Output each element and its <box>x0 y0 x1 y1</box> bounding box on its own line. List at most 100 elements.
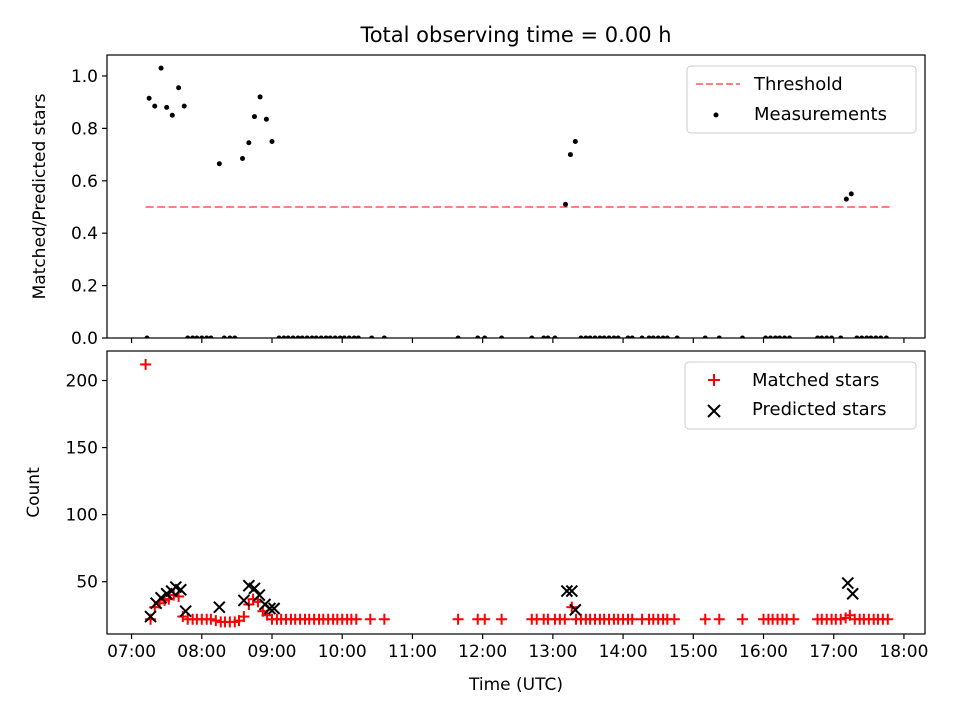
measurement-point <box>323 335 329 338</box>
measurement-point <box>194 335 200 338</box>
measurement-point <box>221 335 227 338</box>
y-tick-label: 50 <box>76 573 98 593</box>
matched-star-marker <box>882 613 894 625</box>
measurement-point <box>592 335 598 338</box>
measurement-point <box>716 335 722 338</box>
measurement-point <box>768 335 774 338</box>
measurement-point <box>578 335 584 338</box>
measurement-point <box>541 335 547 338</box>
x-tick-label: 17:00 <box>809 642 858 662</box>
matched-star-marker <box>350 613 362 625</box>
measurement-point <box>563 201 569 207</box>
ratio-panel: 0.0 0.2 0.4 0.6 0.8 1.0 Matched/Predicted sta… <box>30 54 926 349</box>
measurement-point <box>606 335 612 338</box>
matched-star-marker <box>479 613 491 625</box>
measurement-point <box>702 335 708 338</box>
measurement-point <box>295 335 301 338</box>
ratio-axes-frame <box>106 54 926 339</box>
y-tick-label: 150 <box>66 439 98 459</box>
measurement-point <box>455 335 461 338</box>
ratio-y-axis-label: Matched/Predicted stars <box>30 93 50 299</box>
measurement-point <box>240 156 246 162</box>
measurement-point <box>829 335 835 338</box>
measurement-point <box>629 335 635 338</box>
predicted-star-marker <box>560 584 574 598</box>
matched-star-marker <box>140 358 152 370</box>
measurement-point <box>482 335 488 338</box>
measurement-point <box>739 335 745 338</box>
measurement-point <box>824 335 830 338</box>
measurement-point <box>144 335 150 338</box>
measurement-point <box>304 335 310 338</box>
x-tick-label: 14:00 <box>599 642 648 662</box>
x-tick-label: 07:00 <box>107 642 156 662</box>
measurement-point <box>276 335 282 338</box>
matched-star-marker <box>559 613 571 625</box>
matched-star-marker <box>788 613 800 625</box>
measurement-point <box>216 161 222 167</box>
matched-star-marker <box>496 613 508 625</box>
legend-threshold-label: Threshold <box>753 74 843 95</box>
measurement-point <box>583 335 589 338</box>
x-tick-label: 16:00 <box>739 642 788 662</box>
predicted-star-marker <box>565 584 579 598</box>
predicted-star-marker <box>237 594 251 607</box>
y-tick-label: 0.6 <box>71 172 98 192</box>
matched-star-marker <box>168 589 180 601</box>
count-plot-area <box>140 358 894 628</box>
ratio-legend-box <box>686 65 917 134</box>
predicted-star-marker <box>144 610 157 623</box>
ratio-legend: Threshold Measurements <box>686 65 917 134</box>
count-legend-box <box>684 361 917 430</box>
predicted-star-marker <box>841 576 854 590</box>
count-x-axis-label: Time (UTC) <box>468 675 563 695</box>
y-tick-label: 200 <box>66 372 98 392</box>
measurement-point <box>552 335 558 338</box>
count-axes-frame <box>106 350 926 635</box>
y-tick-label: 100 <box>66 506 98 526</box>
measurement-point <box>152 103 158 109</box>
x-tick-label: 11:00 <box>388 642 437 662</box>
ratio-axis-ticks: 0.0 0.2 0.4 0.6 0.8 1.0 <box>71 67 905 349</box>
measurement-point <box>251 114 257 120</box>
measurement-point <box>772 335 778 338</box>
matched-star-marker <box>713 613 725 625</box>
measurement-point <box>859 335 865 338</box>
count-legend: Matched stars Predicted stars <box>684 361 917 430</box>
measurement-point <box>381 335 387 338</box>
x-tick-label: 10:00 <box>318 642 367 662</box>
measurement-point <box>281 335 287 338</box>
count-y-axis-label: Count <box>24 467 44 518</box>
measurement-point <box>332 335 338 338</box>
predicted-star-marker <box>263 602 277 615</box>
measurement-point <box>529 335 535 338</box>
measurement-point <box>246 140 252 146</box>
measurement-point <box>786 335 792 338</box>
y-tick-label: 1.0 <box>71 67 98 87</box>
measurement-point <box>868 335 874 338</box>
measurement-point <box>499 335 505 338</box>
measurement-point <box>782 335 788 338</box>
measurement-point <box>269 138 275 144</box>
predicted-star-marker <box>846 587 859 600</box>
measurement-point <box>545 335 551 338</box>
measurement-point <box>625 335 631 338</box>
measurement-point <box>838 335 844 338</box>
matched-star-marker <box>626 613 638 625</box>
measurement-point <box>313 335 319 338</box>
matched-star-marker <box>210 615 222 627</box>
predicted-star-marker <box>154 591 168 604</box>
measurement-point <box>763 335 769 338</box>
measurement-point <box>864 335 870 338</box>
measurement-point <box>257 94 263 100</box>
count-axis-ticks: 07:00 08:00 09:00 10:00 11:00 12:00 13:00 14:00… <box>66 372 929 662</box>
x-tick-label: 09:00 <box>248 642 297 662</box>
predicted-star-marker <box>248 582 261 595</box>
chart-title: Total observing time = 0.00 h <box>359 23 671 47</box>
measurement-point <box>351 335 357 338</box>
legend-measurements-label: Measurements <box>754 104 887 125</box>
measurement-point <box>199 335 205 338</box>
measurement-point <box>232 335 238 338</box>
measurement-point <box>587 335 593 338</box>
